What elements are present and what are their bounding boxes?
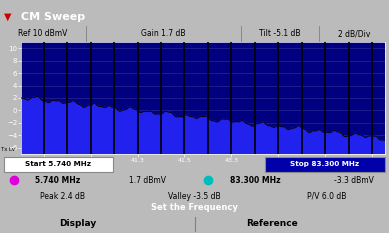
- Text: 83.300 MHz: 83.300 MHz: [230, 176, 280, 185]
- Text: 5.740 MHz: 5.740 MHz: [35, 176, 80, 185]
- Text: 2 dB/Div: 2 dB/Div: [338, 30, 370, 38]
- Text: P/V 6.0 dB: P/V 6.0 dB: [307, 192, 347, 201]
- Text: Stop 83.300 MHz: Stop 83.300 MHz: [290, 161, 359, 167]
- Text: -3.3 dBmV: -3.3 dBmV: [334, 176, 374, 185]
- Text: Set the Frequency: Set the Frequency: [151, 203, 238, 212]
- Text: ▼: ▼: [4, 12, 11, 22]
- Text: Reference: Reference: [246, 219, 298, 229]
- Text: Peak 2.4 dB: Peak 2.4 dB: [40, 192, 85, 201]
- Text: 1.7 dBmV: 1.7 dBmV: [129, 176, 166, 185]
- Text: Start 5.740 MHz: Start 5.740 MHz: [25, 161, 91, 167]
- Text: CM Sweep: CM Sweep: [21, 12, 86, 22]
- Text: Gain 1.7 dB: Gain 1.7 dB: [141, 30, 186, 38]
- Text: Tilt -5.1 dB: Tilt -5.1 dB: [259, 30, 301, 38]
- Text: Valley -3.5 dB: Valley -3.5 dB: [168, 192, 221, 201]
- Text: Ref 10 dBmV: Ref 10 dBmV: [18, 30, 67, 38]
- Text: Display: Display: [59, 219, 96, 229]
- Text: Tx Lv: Tx Lv: [1, 147, 15, 152]
- FancyBboxPatch shape: [4, 157, 113, 172]
- FancyBboxPatch shape: [265, 157, 385, 172]
